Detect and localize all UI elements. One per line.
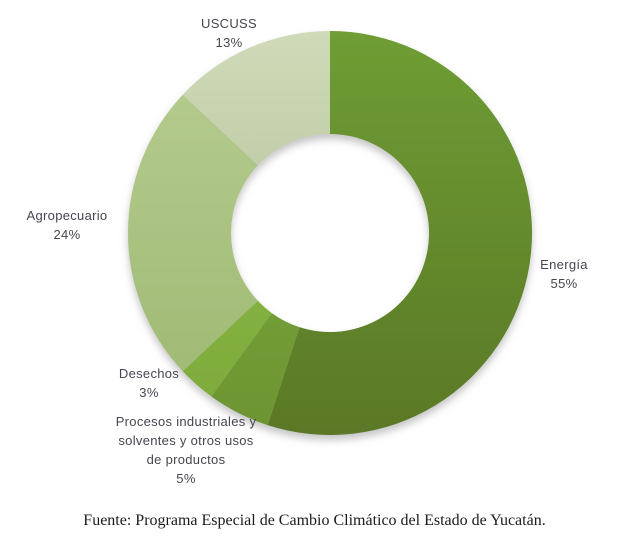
segment-label-pct: 5%	[176, 471, 196, 486]
segment-label-desechos: Desechos 3%	[119, 364, 179, 402]
segment-label-energia: Energía 55%	[540, 255, 588, 293]
segment-label-pct: 13%	[215, 35, 243, 50]
donut-segment-energia	[267, 31, 533, 436]
segment-label-procesos: Procesos industriales y solventes y otro…	[116, 412, 257, 488]
segment-label-text: de productos	[146, 452, 226, 467]
segment-label-agropecuario: Agropecuario 24%	[27, 206, 108, 244]
segment-label-pct: 3%	[139, 385, 159, 400]
segment-label-text: solventes y otros usos	[118, 433, 254, 448]
segment-label-text: Energía	[540, 257, 588, 272]
donut-segment-procesos	[211, 313, 300, 426]
segment-label-text: Agropecuario	[26, 208, 108, 223]
segment-label-pct: 55%	[550, 276, 578, 291]
segment-label-text: Desechos	[118, 366, 180, 381]
segment-label-text: Procesos industriales y	[115, 414, 257, 429]
donut-segment-uscuss	[182, 31, 330, 166]
segment-label-uscuss: USCUSS 13%	[201, 14, 257, 52]
segment-label-pct: 24%	[53, 227, 81, 242]
donut-segment-desechos	[182, 300, 272, 397]
donut-segment-agropecuario	[128, 94, 258, 372]
segment-label-text: USCUSS	[201, 16, 257, 31]
source-note: Fuente: Programa Especial de Cambio Clim…	[83, 512, 546, 529]
